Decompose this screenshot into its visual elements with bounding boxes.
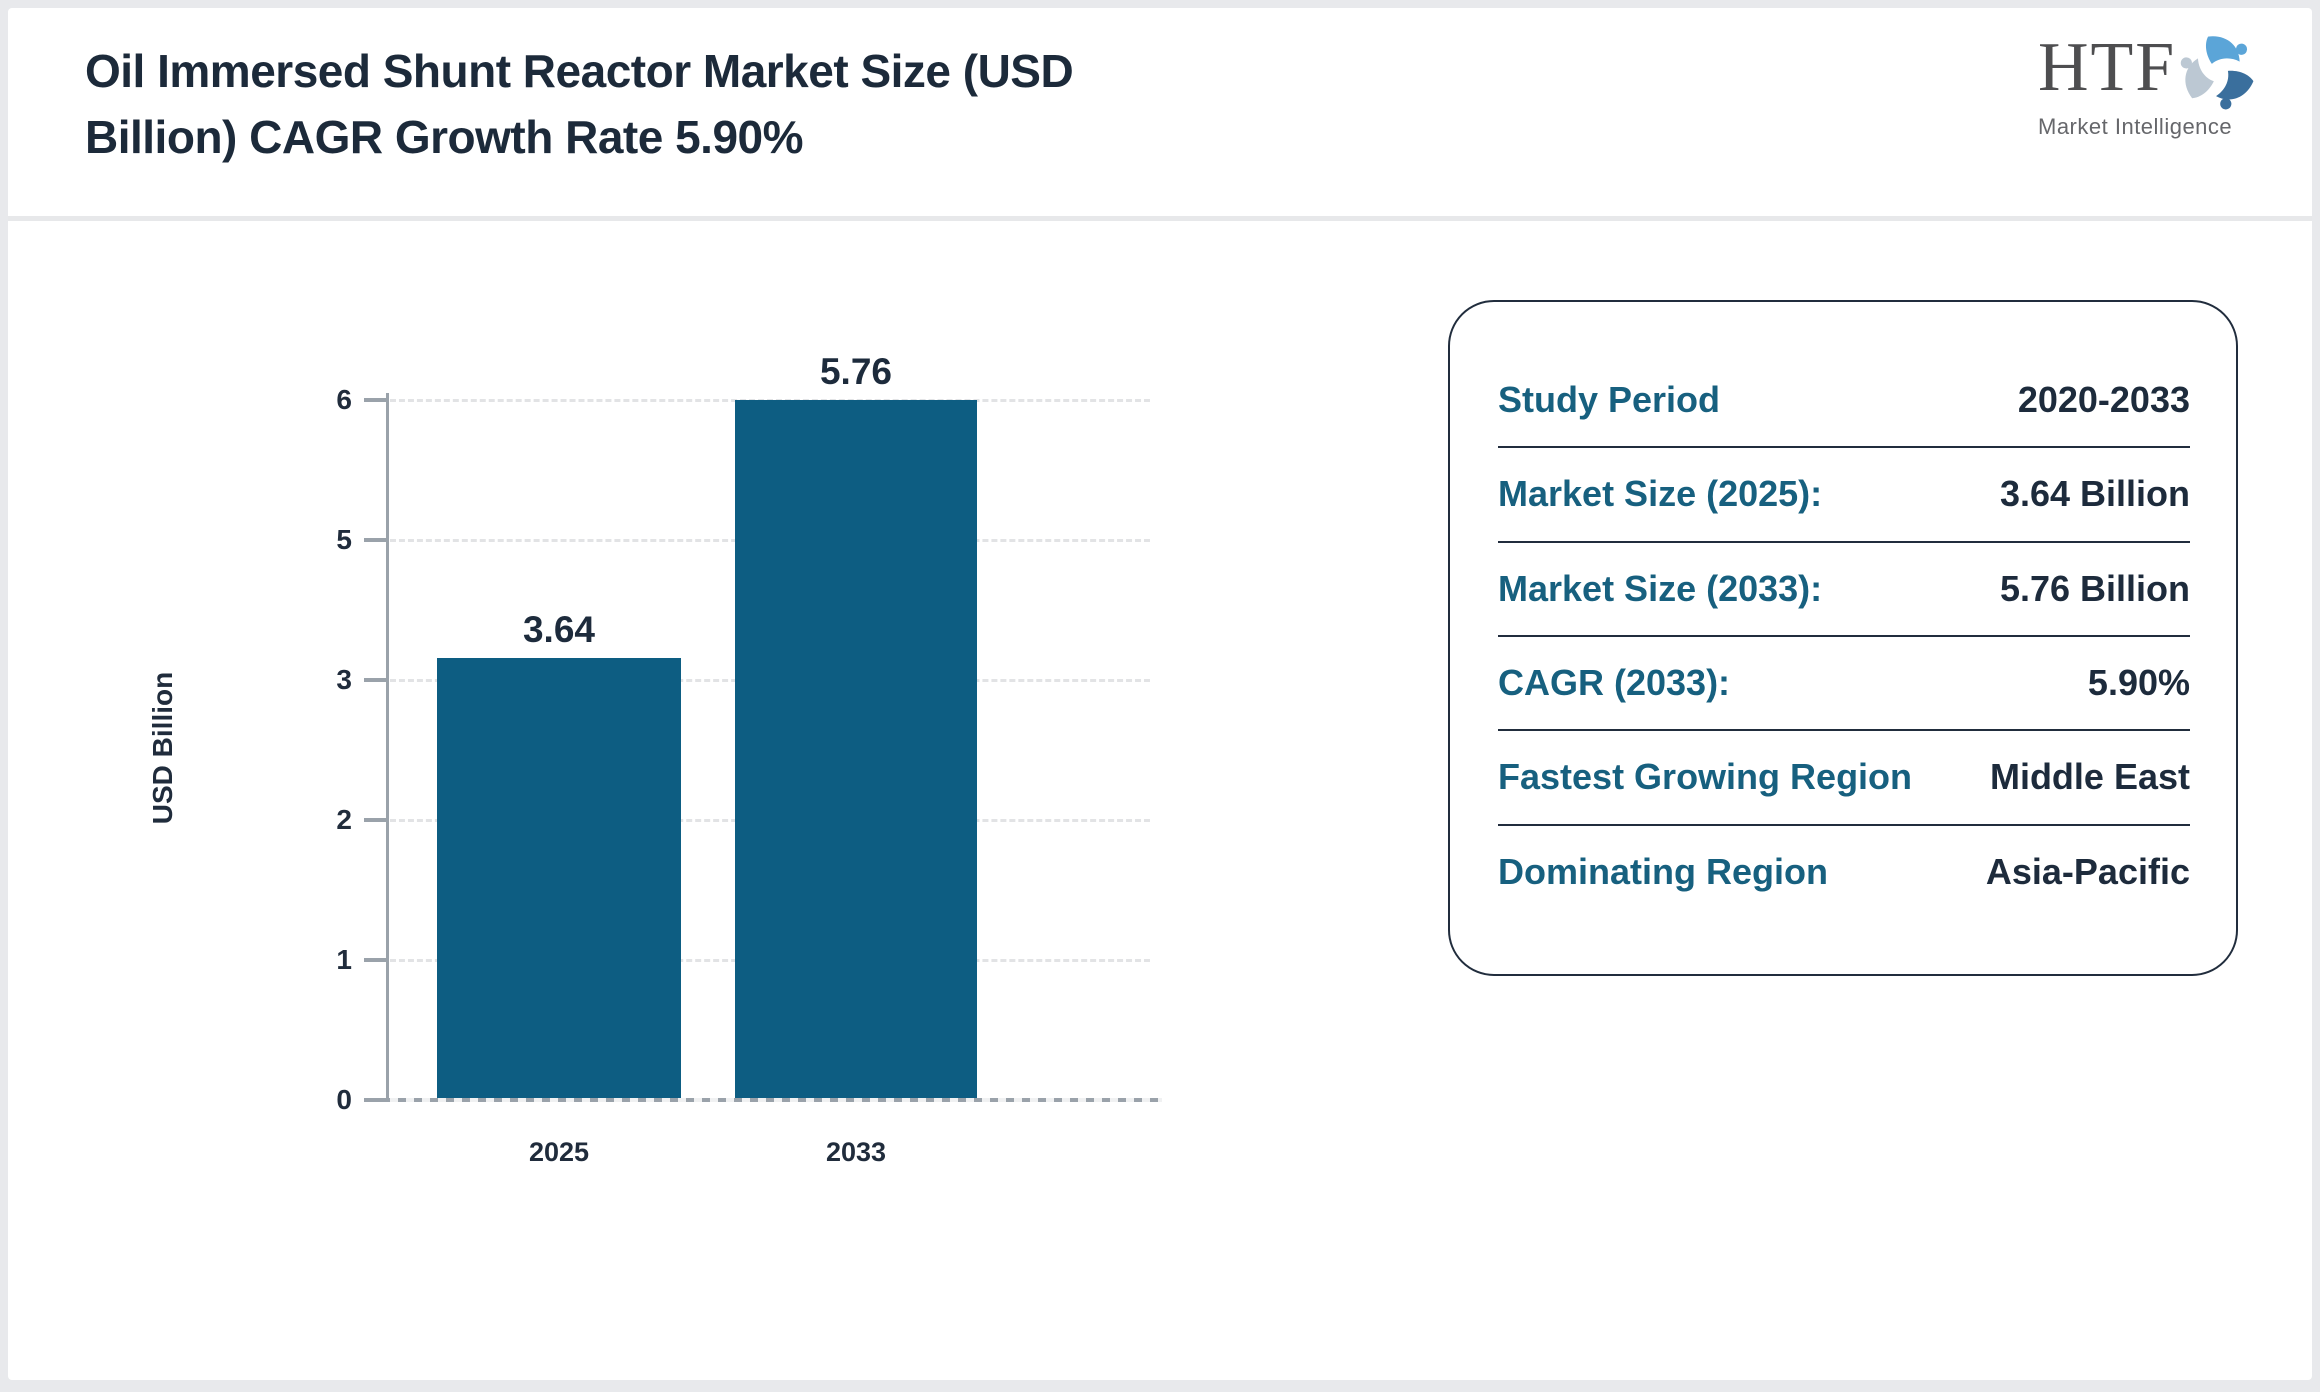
- bar-2025: [437, 658, 681, 1100]
- htf-logo-tagline: Market Intelligence: [2038, 114, 2233, 139]
- page-title-line1: Oil Immersed Shunt Reactor Market Size (…: [85, 45, 1074, 97]
- panel-row-market-size-2025: Market Size (2025): 3.64 Billion: [1498, 448, 2190, 543]
- htf-swirl-icon: [2181, 36, 2254, 110]
- panel-label: Market Size (2025):: [1498, 473, 1823, 515]
- panel-label: Dominating Region: [1498, 850, 1828, 892]
- summary-panel: Study Period 2020-2033 Market Size (2025…: [1448, 300, 2238, 976]
- panel-value: Middle East: [1989, 756, 2190, 798]
- y-tick-label-2: 2: [336, 804, 352, 835]
- panel-value: 2020-2033: [2017, 379, 2190, 421]
- htf-logo-text: HTF: [2038, 29, 2177, 106]
- panel-row-fastest-growing-region: Fastest Growing Region Middle East: [1498, 731, 2190, 826]
- panel-label: CAGR (2033):: [1498, 662, 1731, 704]
- panel-value: 5.76 Billion: [1999, 567, 2190, 609]
- page-title: Oil Immersed Shunt Reactor Market Size (…: [85, 38, 1385, 170]
- htf-logo-row: HTF: [2038, 22, 2258, 120]
- x-tick-label-2033: 2033: [825, 1137, 887, 1167]
- htf-logo: HTF Market Intelligence: [2038, 22, 2258, 140]
- panel-label: Market Size (2033):: [1498, 567, 1823, 609]
- bar-value-label-2033: 5.76: [819, 351, 892, 392]
- panel-row-dominating-region: Dominating Region Asia-Pacific: [1498, 826, 2190, 918]
- y-tick-3: [364, 678, 386, 682]
- panel-row-market-size-2033: Market Size (2033): 5.76 Billion: [1498, 543, 2190, 637]
- y-tick-label-6: 6: [336, 384, 352, 415]
- x-axis-dashes: [390, 1098, 1162, 1102]
- page-title-line2: Billion) CAGR Growth Rate 5.90%: [85, 111, 804, 163]
- bar-value-label-2025: 3.64: [522, 609, 595, 650]
- y-tick-0: [364, 1098, 386, 1102]
- panel-value: 5.90%: [2087, 662, 2190, 704]
- panel-row-cagr: CAGR (2033): 5.90%: [1498, 637, 2190, 732]
- bar-2033: [735, 400, 977, 1100]
- x-tick-label-2025: 2025: [528, 1137, 590, 1167]
- y-axis-line: [386, 393, 389, 1102]
- y-tick-2: [364, 818, 386, 822]
- x-axis-line: [386, 1098, 1162, 1102]
- panel-value: 3.64 Billion: [1999, 473, 2190, 515]
- panel-label: Fastest Growing Region: [1498, 756, 1913, 798]
- y-tick-label-0: 0: [336, 1084, 352, 1115]
- header-divider: [8, 216, 2312, 221]
- y-tick-label-5: 5: [336, 524, 352, 555]
- panel-row-study-period: Study Period 2020-2033: [1498, 354, 2190, 449]
- y-tick-1: [364, 958, 386, 962]
- y-tick-6: [364, 398, 386, 402]
- panel-label: Study Period: [1498, 379, 1721, 421]
- y-axis-title: USD Billion: [147, 671, 178, 825]
- panel-value: Asia-Pacific: [1985, 850, 2190, 892]
- y-tick-label-3: 3: [336, 664, 352, 695]
- y-tick-label-1: 1: [336, 944, 352, 975]
- y-tick-5: [364, 538, 386, 542]
